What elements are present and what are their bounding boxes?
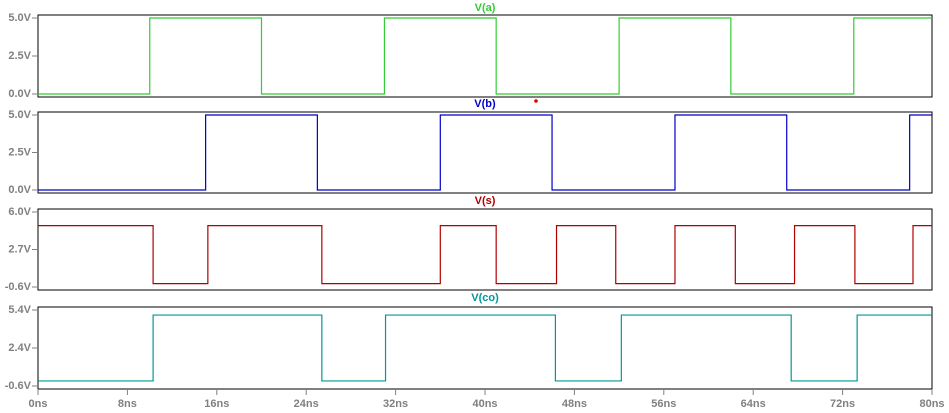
trace-name: V(b) — [474, 98, 496, 110]
y-tick-label: 5.0V — [8, 109, 31, 121]
trace-name: V(s) — [475, 195, 496, 207]
x-tick-label: 48ns — [562, 398, 587, 410]
waveform — [38, 314, 932, 382]
waveform — [38, 225, 932, 285]
x-tick-label: 8ns — [118, 398, 137, 410]
y-tick-label: 6.0V — [8, 206, 31, 218]
y-tick-label: 2.4V — [8, 342, 31, 354]
y-tick-label: 2.5V — [8, 50, 31, 62]
x-tick-label: 24ns — [294, 398, 319, 410]
y-tick-label: 0.0V — [8, 184, 31, 196]
x-tick-label: 0ns — [29, 398, 48, 410]
y-tick-label: -0.6V — [5, 281, 32, 293]
y-tick-label: 2.5V — [8, 146, 31, 158]
y-tick-label: 5.0V — [8, 12, 31, 24]
y-tick-label: 5.4V — [8, 304, 31, 316]
x-tick-label: 72ns — [830, 398, 855, 410]
x-tick-label: 64ns — [741, 398, 766, 410]
y-tick-label: 0.0V — [8, 88, 31, 100]
cursor-dot — [534, 99, 538, 103]
waveform — [38, 114, 932, 191]
trace-name: V(co) — [471, 292, 499, 304]
x-tick-label: 40ns — [472, 398, 497, 410]
x-tick-label: 80ns — [919, 398, 944, 410]
waveform — [38, 17, 932, 95]
x-tick-label: 16ns — [204, 398, 229, 410]
y-tick-label: 2.7V — [8, 243, 31, 255]
x-tick-label: 56ns — [651, 398, 676, 410]
x-tick-label: 32ns — [383, 398, 408, 410]
y-tick-label: -0.6V — [5, 380, 32, 392]
trace-name: V(a) — [475, 2, 496, 14]
